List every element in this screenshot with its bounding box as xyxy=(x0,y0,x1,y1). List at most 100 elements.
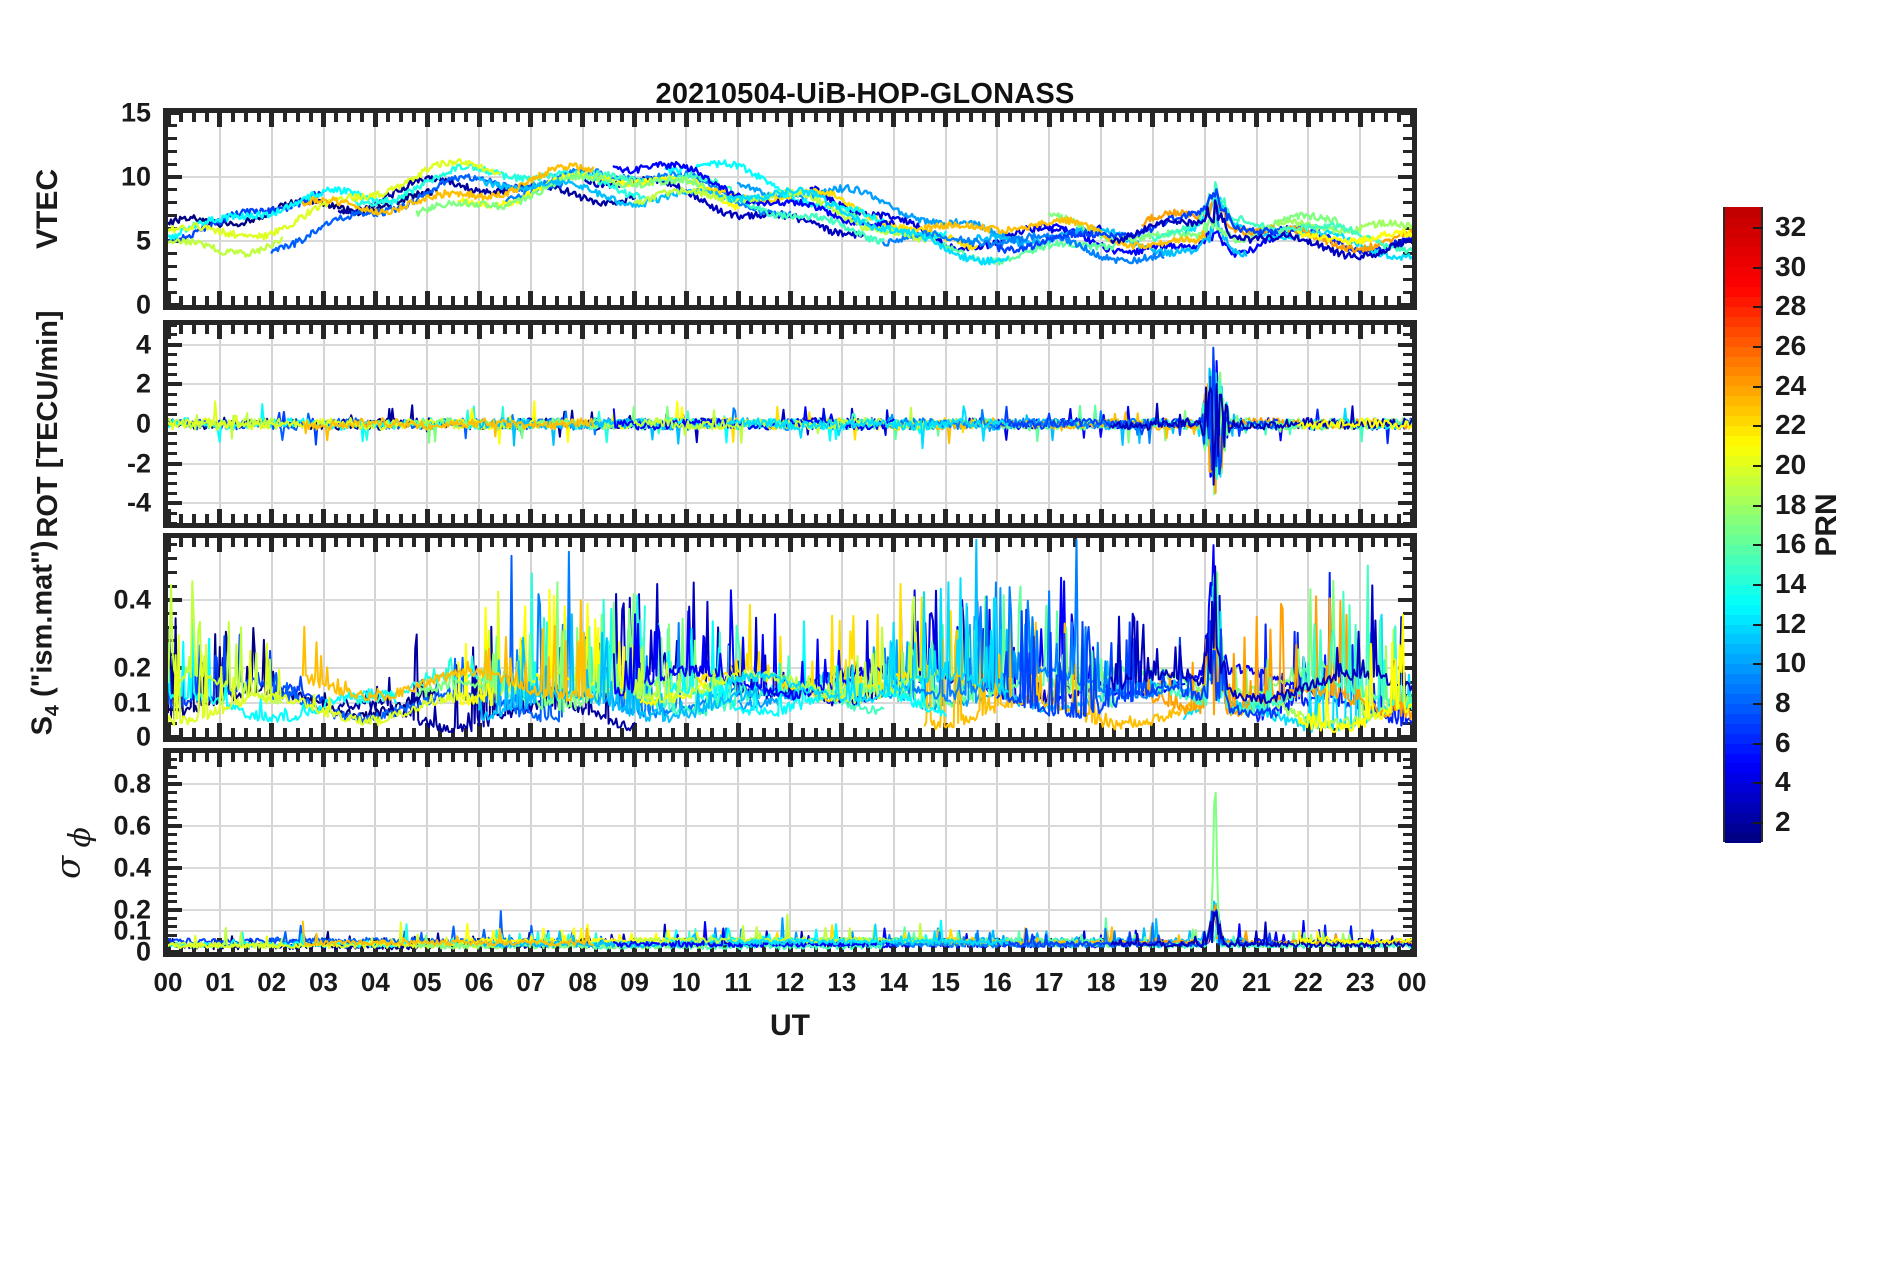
x-tick-minor xyxy=(1111,728,1116,737)
x-tick-minor xyxy=(1008,514,1013,523)
x-tick-minor xyxy=(749,538,754,547)
x-tick-minor xyxy=(1034,728,1039,737)
x-tick-minor xyxy=(762,325,767,334)
x-tick-minor xyxy=(451,113,456,122)
gridline-horizontal xyxy=(168,930,1412,933)
x-tick-minor xyxy=(800,325,805,334)
x-tick-label: 00 xyxy=(153,967,183,997)
y-tick-minor xyxy=(168,521,177,523)
x-tick-minor xyxy=(243,728,248,737)
x-tick-minor xyxy=(671,325,676,334)
x-tick-major xyxy=(476,325,482,339)
x-tick-major xyxy=(891,723,897,737)
x-tick-minor xyxy=(606,296,611,305)
x-tick-minor xyxy=(710,728,715,737)
y-tick-major xyxy=(1398,113,1412,115)
colorbar-segment xyxy=(1725,355,1761,367)
x-tick-minor xyxy=(1111,514,1116,523)
x-tick-label: 16 xyxy=(982,967,1012,997)
x-tick-major xyxy=(891,753,897,767)
x-tick-major xyxy=(424,753,430,767)
colorbar-segment xyxy=(1725,643,1761,655)
colorbar-segment xyxy=(1725,256,1761,268)
gridline-vertical xyxy=(789,538,791,737)
x-tick-minor xyxy=(1008,113,1013,122)
x-tick-major xyxy=(632,723,637,737)
x-tick-minor xyxy=(1241,514,1246,523)
x-tick-minor xyxy=(178,514,183,523)
x-tick-major xyxy=(168,509,171,523)
x-tick-minor xyxy=(1215,728,1220,737)
x-tick-major xyxy=(1046,509,1052,523)
x-tick-minor xyxy=(541,325,546,334)
x-tick-minor xyxy=(1086,943,1091,952)
x-tick-major xyxy=(839,325,845,339)
colorbar-tick-label: 12 xyxy=(1775,607,1807,639)
x-tick-minor xyxy=(204,538,209,547)
gridline-vertical xyxy=(1359,753,1362,952)
x-tick-minor xyxy=(645,538,650,547)
x-tick-minor xyxy=(1345,728,1350,737)
y-tick-major xyxy=(1398,908,1412,913)
gridline-vertical xyxy=(270,538,273,737)
x-tick-minor xyxy=(243,753,248,762)
x-tick-minor xyxy=(1021,113,1026,122)
plot-panel-sigmaphi xyxy=(163,748,1417,957)
y-tick-minor xyxy=(168,883,177,887)
x-tick-major xyxy=(580,509,586,523)
x-tick-major xyxy=(372,113,378,127)
x-tick-minor xyxy=(813,514,818,523)
colorbar-segment xyxy=(1725,306,1761,317)
x-tick-minor xyxy=(671,296,676,305)
x-tick-major xyxy=(787,325,793,339)
x-tick-minor xyxy=(904,113,909,122)
x-tick-major xyxy=(1305,291,1311,305)
x-tick-major xyxy=(1150,723,1156,737)
x-tick-major xyxy=(994,538,1000,552)
x-tick-minor xyxy=(515,753,520,762)
x-tick-minor xyxy=(1137,943,1142,952)
colorbar-segment xyxy=(1725,732,1761,744)
x-tick-minor xyxy=(658,296,663,305)
x-tick-minor xyxy=(1163,325,1168,334)
x-tick-major xyxy=(994,113,1000,127)
x-tick-major xyxy=(580,325,586,339)
x-tick-minor xyxy=(800,728,805,737)
x-tick-minor xyxy=(723,753,728,762)
gridline-horizontal xyxy=(168,598,1412,601)
y-tick-minor xyxy=(168,265,177,269)
x-tick-major xyxy=(217,113,223,127)
x-tick-minor xyxy=(800,538,805,547)
y-tick-label-rot: -2 xyxy=(126,448,151,479)
x-tick-major xyxy=(476,113,482,127)
x-tick-minor xyxy=(256,296,261,305)
colorbar-segment xyxy=(1725,425,1761,436)
x-tick-major xyxy=(269,538,275,552)
x-tick-major xyxy=(943,113,948,127)
x-tick-minor xyxy=(1163,538,1168,547)
x-tick-minor xyxy=(1332,514,1337,523)
x-tick-minor xyxy=(243,325,248,334)
x-tick-minor xyxy=(541,514,546,523)
x-tick-minor xyxy=(969,113,974,122)
x-tick-minor xyxy=(969,753,974,762)
colorbar-segment xyxy=(1725,713,1761,724)
x-tick-minor xyxy=(1397,728,1402,737)
x-tick-minor xyxy=(775,296,780,305)
x-tick-minor xyxy=(813,538,818,547)
y-tick-minor xyxy=(168,799,177,803)
x-tick-minor xyxy=(930,514,935,523)
x-tick-minor xyxy=(762,753,767,762)
x-tick-label: 23 xyxy=(1345,967,1375,997)
x-tick-minor xyxy=(1280,514,1285,523)
colorbar-tick xyxy=(1753,425,1763,428)
x-tick-minor xyxy=(1060,538,1065,547)
colorbar-segment xyxy=(1725,593,1761,605)
x-tick-minor xyxy=(1176,538,1181,547)
x-tick-minor xyxy=(697,753,702,762)
x-tick-major xyxy=(994,753,1000,767)
x-tick-label: 22 xyxy=(1293,967,1323,997)
x-tick-minor xyxy=(1280,296,1285,305)
y-tick-minor xyxy=(1403,925,1412,929)
x-tick-minor xyxy=(1034,296,1039,305)
